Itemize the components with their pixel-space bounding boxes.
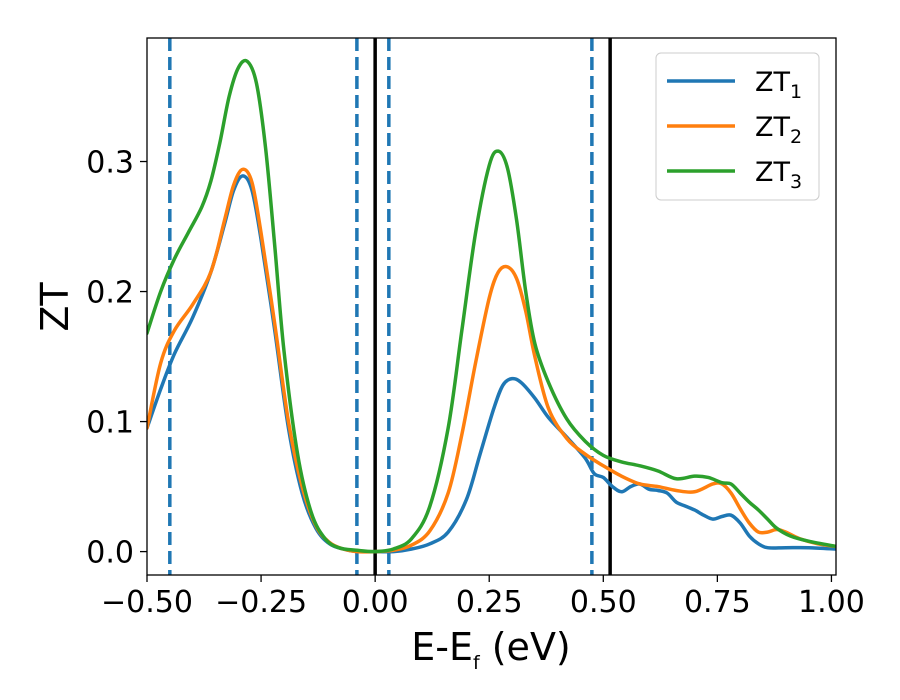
legend-label-zt3: ZT3: [755, 157, 802, 193]
x-tick-label: 0.75: [684, 585, 751, 620]
x-axis-label-main: E-E: [411, 625, 473, 669]
x-tick-label: 1.00: [798, 585, 865, 620]
y-axis-ticks: 0.0 0.1 0.2 0.3: [86, 146, 147, 571]
x-axis-label-unit: (eV): [480, 625, 571, 669]
x-tick-label: 0.00: [342, 585, 409, 620]
y-axis-label: ZT: [33, 282, 77, 332]
legend-box: [655, 52, 820, 201]
series-line-zt2: [147, 167, 836, 554]
x-axis-ticks: −0.50 −0.25 0.00 0.25 0.50 0.75 1.00: [101, 575, 865, 620]
reference-lines: [168, 38, 612, 575]
series-line-zt3: [147, 58, 836, 554]
legend: ZT1 ZT2 ZT3: [655, 52, 820, 201]
y-tick-label: 0.0: [86, 536, 134, 571]
x-axis-label-subscript: f: [473, 652, 481, 674]
x-tick-label: 0.50: [570, 585, 637, 620]
y-tick-label: 0.3: [86, 146, 134, 181]
y-tick-label: 0.1: [86, 406, 134, 441]
y-tick-label: 0.2: [86, 276, 134, 311]
series-lines: [147, 58, 836, 554]
x-tick-label: −0.25: [215, 585, 307, 620]
x-axis-label: E-Ef (eV): [411, 625, 571, 674]
plot-frame: [146, 37, 837, 576]
legend-label-zt2: ZT2: [755, 112, 802, 148]
legend-label-zt1: ZT1: [755, 67, 802, 103]
x-tick-label: 0.25: [456, 585, 523, 620]
x-tick-label: −0.50: [101, 585, 193, 620]
